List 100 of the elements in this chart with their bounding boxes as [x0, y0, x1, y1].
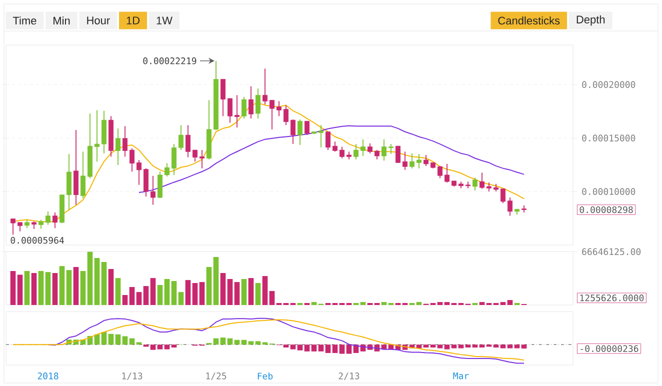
- bar: [479, 344, 485, 348]
- bar: [290, 344, 296, 350]
- bar: [178, 292, 184, 305]
- bar: [444, 344, 450, 350]
- bar: [213, 257, 219, 305]
- x-tick-label: 2/13: [338, 372, 360, 380]
- bar: [129, 338, 135, 345]
- bar: [437, 302, 443, 305]
- candlestick: [94, 110, 100, 162]
- candlestick: [129, 148, 135, 172]
- candlestick: [402, 151, 408, 170]
- annotation: 0.00022219: [143, 57, 196, 64]
- candlestick: [437, 166, 443, 179]
- candlestick: [122, 126, 128, 158]
- bar: [339, 344, 345, 354]
- candlestick: [192, 150, 198, 162]
- bar: [311, 302, 317, 305]
- bar: [171, 344, 177, 348]
- candlestick: [262, 68, 268, 105]
- bar: [423, 344, 429, 348]
- candlestick: [381, 138, 387, 162]
- bar: [248, 278, 254, 305]
- candlestick: [304, 120, 310, 136]
- text: Min: [54, 16, 70, 24]
- candlestick: [290, 118, 296, 144]
- candlestick: [325, 131, 331, 150]
- bar: [185, 280, 191, 305]
- bar: [52, 273, 58, 305]
- candlestick: [283, 104, 289, 126]
- bar: [59, 266, 65, 305]
- bar: [318, 344, 324, 352]
- candlestick: [472, 177, 478, 192]
- bar: [220, 273, 226, 305]
- bar: [269, 291, 275, 305]
- candlestick: [10, 218, 16, 236]
- bar: [136, 292, 142, 305]
- bar: [143, 286, 149, 305]
- bar: [451, 344, 457, 348]
- bar: [87, 252, 93, 305]
- bar: [10, 271, 16, 305]
- candlestick: [255, 88, 261, 119]
- candlestick: [388, 144, 394, 154]
- candlestick: [500, 188, 506, 204]
- bar: [248, 341, 254, 345]
- x-tick-label: 1/25: [206, 372, 226, 380]
- bar: [45, 272, 51, 305]
- candlestick: [164, 162, 170, 177]
- candlestick: [185, 124, 191, 158]
- candlestick: [248, 86, 254, 119]
- bar: [416, 344, 422, 348]
- candlestick: [444, 163, 450, 183]
- bar: [38, 271, 44, 305]
- candlestick: [150, 175, 156, 206]
- candlestick: [332, 141, 338, 152]
- bar: [94, 258, 100, 305]
- candlestick: [409, 152, 415, 169]
- candlestick: [395, 146, 401, 164]
- bar: [157, 344, 163, 350]
- candlestick: [66, 154, 72, 210]
- candlestick: [157, 171, 163, 199]
- text: -0.00000236: [580, 345, 638, 352]
- candlestick: [80, 151, 86, 199]
- candlestick: [178, 124, 184, 150]
- bar: [122, 295, 128, 305]
- candlestick: [507, 197, 513, 216]
- bar: [73, 267, 79, 305]
- bar: [150, 344, 156, 350]
- candlestick: [171, 144, 177, 176]
- y-tick-label: 0.00020000: [582, 81, 636, 88]
- x-tick-label: Feb: [258, 372, 273, 380]
- candlestick: [101, 110, 107, 154]
- bar: [381, 302, 387, 305]
- bar: [220, 338, 226, 345]
- candlestick: [297, 118, 303, 146]
- text: Depth: [576, 15, 605, 26]
- bar: [66, 270, 72, 305]
- bar: [297, 344, 303, 350]
- bar: [227, 338, 233, 345]
- candlestick: [73, 130, 79, 206]
- candlestick: [227, 98, 233, 124]
- bar: [115, 278, 121, 305]
- text: 1D: [126, 16, 140, 24]
- bar: [206, 267, 212, 305]
- candlestick: [374, 150, 380, 160]
- y-tick-label: 66646125.00: [582, 248, 641, 256]
- bar: [255, 341, 261, 345]
- text: Hour: [87, 16, 110, 24]
- bar: [332, 344, 338, 353]
- bar: [241, 340, 247, 345]
- bar: [164, 279, 170, 305]
- bar: [262, 276, 268, 305]
- bar: [500, 344, 506, 348]
- bar: [493, 344, 499, 348]
- bar: [122, 336, 128, 345]
- x-tick-label: 1/13: [122, 372, 142, 380]
- candlestick: [234, 94, 240, 128]
- bar: [458, 344, 464, 348]
- bar: [500, 302, 506, 305]
- candlestick: [136, 160, 142, 186]
- bar: [164, 344, 170, 350]
